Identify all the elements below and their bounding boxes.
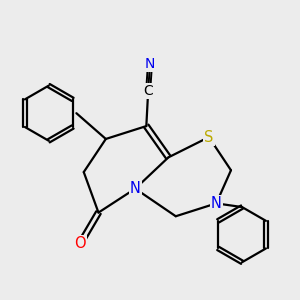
Text: N: N	[130, 181, 141, 196]
Text: N: N	[211, 196, 222, 211]
Text: C: C	[143, 84, 153, 98]
Text: N: N	[145, 56, 155, 70]
Text: S: S	[204, 130, 214, 145]
Text: O: O	[74, 236, 86, 251]
